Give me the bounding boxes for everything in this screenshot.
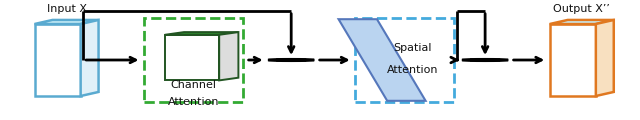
Polygon shape [165,32,238,35]
Polygon shape [35,20,99,24]
Text: Output X’’: Output X’’ [554,4,610,14]
Polygon shape [35,24,81,96]
Polygon shape [219,32,238,80]
Text: Attention: Attention [387,65,438,75]
Polygon shape [339,19,426,101]
Text: Spatial: Spatial [394,43,432,53]
Polygon shape [81,20,99,96]
Text: Attention: Attention [168,97,220,107]
Bar [355,18,454,102]
Polygon shape [165,35,219,80]
Polygon shape [550,20,614,24]
Polygon shape [596,20,614,96]
Text: Input X: Input X [47,4,86,14]
Text: Channel: Channel [171,80,216,90]
Polygon shape [550,24,596,96]
Bar [144,18,243,102]
